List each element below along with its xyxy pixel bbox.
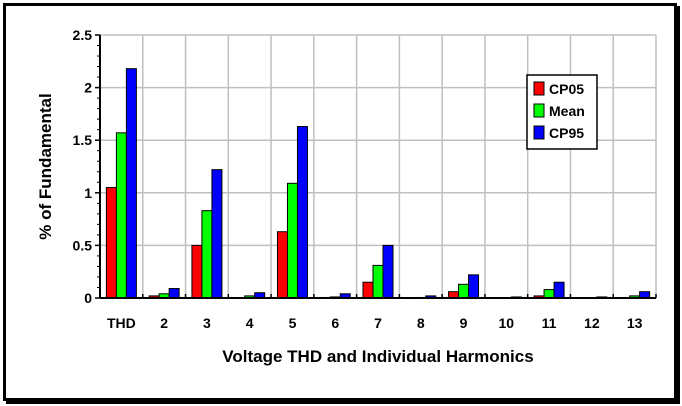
y-tick-label: 1.5 <box>73 132 93 148</box>
x-tick-label: 3 <box>203 315 211 331</box>
y-tick-label: 2 <box>84 80 92 96</box>
legend-label-mean: Mean <box>549 103 585 119</box>
x-tick-label: 11 <box>542 315 557 331</box>
x-tick-label: 7 <box>374 315 382 331</box>
bar-mean-thd <box>115 132 127 299</box>
x-tick-label: 4 <box>246 315 254 331</box>
x-tick-label: 9 <box>460 315 468 331</box>
y-tick-label: 0 <box>84 290 92 306</box>
bar-mean-3 <box>201 210 213 299</box>
x-tick-label: 12 <box>584 315 600 331</box>
y-tick-label: 0.5 <box>73 237 93 253</box>
x-tick-label: 5 <box>289 315 297 331</box>
bar-cp95-2 <box>168 288 180 299</box>
x-tick-label: THD <box>107 315 136 331</box>
legend-swatch-cp05 <box>533 81 545 96</box>
bar-mean-11 <box>543 289 555 299</box>
legend-label-cp95: CP95 <box>549 125 584 141</box>
x-axis-title: Voltage THD and Individual Harmonics <box>222 347 533 366</box>
legend-swatch-cp95 <box>533 125 545 140</box>
bar-cp05-thd <box>105 187 117 299</box>
x-tick-label: 8 <box>417 315 425 331</box>
legend-label-cp05: CP05 <box>549 81 584 97</box>
bar-cp95-thd <box>125 68 137 299</box>
x-tick-label: 6 <box>331 315 339 331</box>
bar-cp95-11 <box>553 281 565 299</box>
bar-cp05-7 <box>362 281 374 299</box>
y-tick-label: 2.5 <box>73 27 93 43</box>
bar-mean-7 <box>372 264 384 299</box>
bar-cp05-3 <box>191 244 203 299</box>
y-axis-title: % of Fundamental <box>36 93 55 239</box>
legend-swatch-mean <box>533 103 545 118</box>
bar-mean-9 <box>458 283 470 299</box>
bar-cp95-7 <box>382 244 394 299</box>
y-tick-label: 1 <box>84 185 92 201</box>
bar-cp95-9 <box>468 274 480 299</box>
bar-cp95-3 <box>211 169 223 299</box>
x-tick-label: 13 <box>627 315 643 331</box>
bar-cp95-5 <box>296 126 308 299</box>
x-tick-label: 2 <box>160 315 168 331</box>
bar-mean-5 <box>286 182 298 299</box>
bar-cp05-5 <box>276 231 288 299</box>
x-tick-label: 10 <box>499 315 515 331</box>
